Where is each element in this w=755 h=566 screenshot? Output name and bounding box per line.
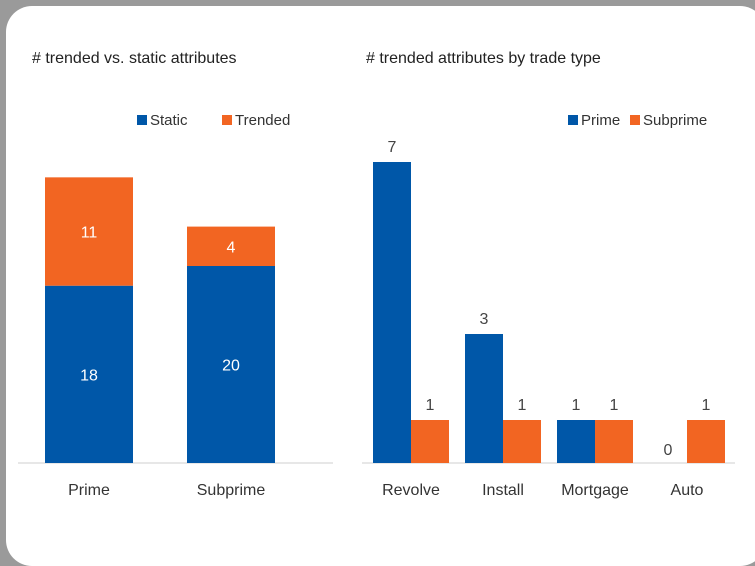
bar-trended-subprime (187, 226, 275, 266)
x-tick-auto: Auto (671, 482, 704, 499)
legend-label-trended: Trended (235, 112, 290, 129)
bar-static-prime (45, 285, 133, 463)
data-label-subprime-install: 1 (518, 397, 527, 414)
bar-prime-mortgage (557, 420, 595, 463)
legend-label-static: Static (150, 112, 188, 129)
legend-label-prime: Prime (581, 112, 620, 129)
x-tick-revolve: Revolve (382, 482, 440, 499)
bar-subprime-auto (687, 420, 725, 463)
data-label-trended-subprime: 4 (227, 239, 236, 256)
data-label-prime-mortgage: 1 (572, 397, 581, 414)
x-tick-mortgage: Mortgage (561, 482, 629, 499)
data-label-static-prime: 18 (80, 367, 98, 384)
data-label-trended-prime: 11 (81, 225, 98, 242)
bar-static-subprime (187, 266, 275, 463)
data-label-static-subprime: 20 (222, 358, 240, 375)
data-label-subprime-mortgage: 1 (610, 397, 619, 414)
bar-prime-revolve (373, 162, 411, 463)
bar-subprime-revolve (411, 420, 449, 463)
left-chart-title: # trended vs. static attributes (32, 50, 237, 67)
x-tick-subprime: Subprime (197, 482, 266, 499)
legend-swatch-subprime (630, 115, 640, 125)
legend-swatch-prime (568, 115, 578, 125)
bar-subprime-mortgage (595, 420, 633, 463)
data-label-prime-install: 3 (480, 311, 489, 328)
data-label-prime-revolve: 7 (388, 139, 397, 156)
legend-label-subprime: Subprime (643, 112, 707, 129)
x-tick-install: Install (482, 482, 524, 499)
data-label-subprime-auto: 1 (702, 397, 711, 414)
legend-swatch-static (137, 115, 147, 125)
right-chart-title: # trended attributes by trade type (366, 50, 601, 67)
bar-trended-prime (45, 177, 133, 286)
x-tick-prime: Prime (68, 482, 110, 499)
bar-prime-install (465, 334, 503, 463)
data-label-subprime-revolve: 1 (426, 397, 435, 414)
legend-swatch-trended (222, 115, 232, 125)
data-label-prime-auto: 0 (664, 442, 673, 459)
bar-subprime-install (503, 420, 541, 463)
